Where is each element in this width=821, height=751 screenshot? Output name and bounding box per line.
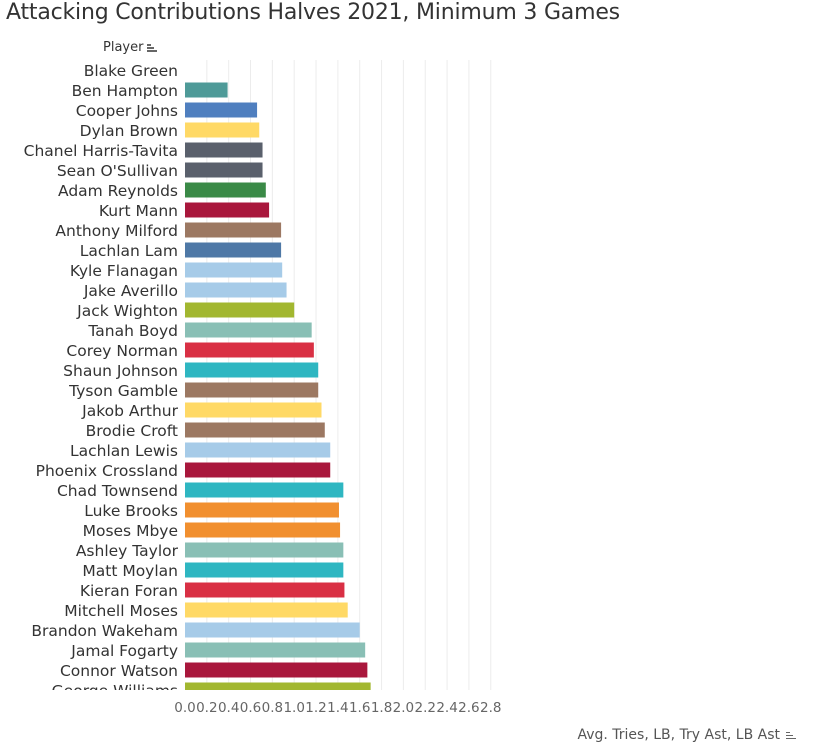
bar[interactable]: [185, 122, 260, 138]
bar[interactable]: [185, 102, 258, 118]
y-axis-label: Kyle Flanagan: [70, 262, 178, 280]
bar[interactable]: [185, 202, 270, 218]
x-tick-label: 1.6: [349, 700, 370, 716]
player-header-label: Player: [103, 40, 144, 55]
y-axis-labels: Blake Green Ben Hampton Cooper Johns Dylan …: [24, 62, 179, 700]
chart-title: Attacking Contributions Halves 2021, Min…: [6, 0, 620, 25]
bar[interactable]: [185, 302, 295, 318]
y-axis-label: George Williams: [52, 682, 178, 700]
bar[interactable]: [185, 502, 339, 518]
y-axis-label: Jack Wighton: [76, 302, 178, 320]
player-axis-header[interactable]: Player: [103, 40, 158, 55]
bar[interactable]: [185, 282, 287, 298]
y-axis-label: Brandon Wakeham: [31, 622, 178, 640]
y-axis-label: Brodie Croft: [86, 422, 178, 440]
x-axis-title-label: Avg. Tries, LB, Try Ast, LB Ast: [577, 727, 780, 743]
bar[interactable]: [185, 542, 344, 558]
bar[interactable]: [185, 402, 322, 418]
x-tick-label: 1.0: [283, 700, 304, 716]
y-axis-label: Shaun Johnson: [63, 362, 178, 380]
bar[interactable]: [185, 362, 319, 378]
x-tick-label: 0.0: [174, 700, 195, 716]
y-axis-label: Chanel Harris-Tavita: [24, 142, 178, 160]
bar[interactable]: [185, 162, 263, 178]
y-axis-label: Ashley Taylor: [76, 542, 179, 560]
bar[interactable]: [185, 142, 263, 158]
y-axis-label: Connor Watson: [60, 662, 178, 680]
x-tick-label: 0.8: [262, 700, 283, 716]
bar[interactable]: [185, 662, 368, 678]
x-tick-label: 0.2: [196, 700, 217, 716]
bar[interactable]: [185, 442, 331, 458]
y-axis-label: Chad Townsend: [57, 482, 178, 500]
bar[interactable]: [185, 522, 341, 538]
y-axis-label: Cooper Johns: [76, 102, 178, 120]
y-axis-label: Lachlan Lam: [80, 242, 178, 260]
y-axis-label: Tyson Gamble: [68, 382, 178, 400]
bar[interactable]: [185, 622, 360, 638]
sort-descending-icon[interactable]: [147, 43, 158, 52]
bar[interactable]: [185, 682, 371, 698]
bar[interactable]: [185, 382, 319, 398]
x-tick-label: 2.4: [436, 700, 457, 716]
bar-series: [185, 82, 371, 698]
y-axis-label: Adam Reynolds: [58, 182, 178, 200]
y-axis-label: Jakob Arthur: [81, 402, 178, 420]
y-axis-label: Moses Mbye: [83, 522, 178, 540]
bar[interactable]: [185, 462, 331, 478]
y-axis-label: Luke Brooks: [84, 502, 178, 520]
bar[interactable]: [185, 582, 345, 598]
bar[interactable]: [185, 322, 312, 338]
bar[interactable]: [185, 182, 266, 198]
y-axis-label: Kurt Mann: [99, 202, 178, 220]
x-axis-tick-labels: 0.0 0.2 0.4 0.6 0.8 1.0 1.2 1.4 1.6 1.8 2.0 2.2 2.4 2…: [174, 700, 501, 716]
y-axis-label: Matt Moylan: [82, 562, 178, 580]
y-axis-label: Jake Averillo: [83, 282, 178, 300]
bar[interactable]: [185, 562, 344, 578]
x-tick-label: 2.0: [393, 700, 414, 716]
y-axis-label: Ben Hampton: [72, 82, 178, 100]
x-tick-label: 2.2: [414, 700, 435, 716]
x-tick-label: 1.4: [327, 700, 348, 716]
x-tick-label: 0.6: [240, 700, 261, 716]
y-axis-label: Mitchell Moses: [64, 602, 178, 620]
y-axis-label: Corey Norman: [66, 342, 178, 360]
sort-descending-icon[interactable]: [786, 731, 797, 740]
y-axis-label: Jamal Fogarty: [70, 642, 178, 660]
x-tick-label: 2.6: [458, 700, 479, 716]
x-tick-label: 0.4: [218, 700, 239, 716]
x-tick-label: 1.8: [371, 700, 392, 716]
bar[interactable]: [185, 642, 366, 658]
bar[interactable]: [185, 482, 344, 498]
bar[interactable]: [185, 342, 314, 358]
x-axis-title[interactable]: Avg. Tries, LB, Try Ast, LB Ast: [577, 727, 797, 743]
y-axis-label: Sean O'Sullivan: [57, 162, 178, 180]
y-axis-label: Phoenix Crossland: [36, 462, 178, 480]
bar[interactable]: [185, 262, 283, 278]
bar[interactable]: [185, 242, 282, 258]
y-axis-label: Tanah Boyd: [87, 322, 178, 340]
y-axis-label: Lachlan Lewis: [70, 442, 178, 460]
bar[interactable]: [185, 602, 348, 618]
y-axis-label: Dylan Brown: [80, 122, 178, 140]
x-tick-label: 1.2: [305, 700, 326, 716]
x-tick-label: 2.8: [480, 700, 501, 716]
y-axis-label: Kieran Foran: [80, 582, 178, 600]
y-axis-label: Blake Green: [84, 62, 178, 80]
bar[interactable]: [185, 222, 282, 238]
bar[interactable]: [185, 422, 325, 438]
y-axis-label: Anthony Milford: [55, 222, 178, 240]
bar[interactable]: [185, 82, 228, 98]
